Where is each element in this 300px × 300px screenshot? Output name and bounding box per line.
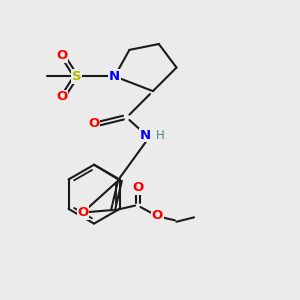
Text: O: O [88,117,100,130]
Text: O: O [77,206,88,219]
Text: S: S [72,70,81,83]
Text: O: O [56,49,67,62]
Text: N: N [140,129,151,142]
Text: H: H [156,129,165,142]
Text: O: O [56,91,67,103]
Text: O: O [133,182,144,194]
Text: N: N [109,70,120,83]
Text: O: O [152,209,163,222]
